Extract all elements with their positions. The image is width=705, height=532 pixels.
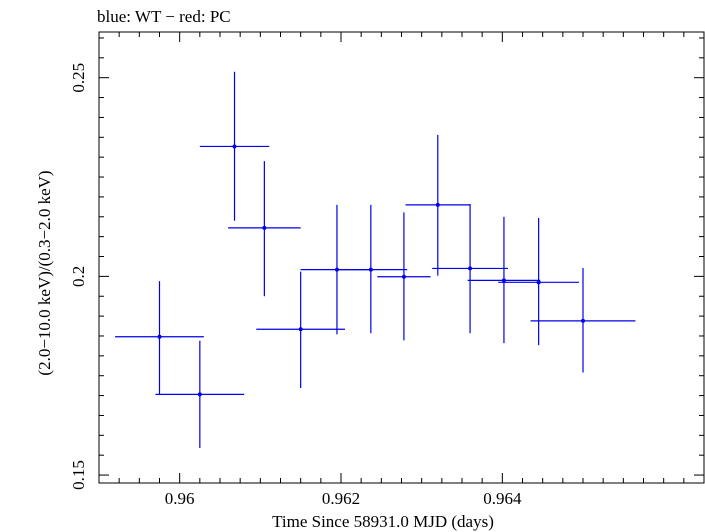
data-marker bbox=[401, 274, 406, 279]
data-marker bbox=[298, 327, 303, 332]
data-point bbox=[334, 204, 408, 334]
data-point bbox=[467, 216, 541, 344]
data-marker bbox=[197, 392, 202, 397]
x-tick-label: 0.96 bbox=[165, 489, 195, 508]
plot-frame bbox=[98, 31, 705, 484]
data-marker bbox=[501, 278, 506, 283]
data-point bbox=[432, 204, 508, 334]
x-tick-label: 0.964 bbox=[483, 489, 522, 508]
data-point bbox=[405, 134, 471, 276]
x-axis-label: Time Since 58931.0 MJD (days) bbox=[272, 512, 494, 531]
data-marker bbox=[232, 144, 237, 149]
y-tick-label: 0.2 bbox=[69, 266, 88, 287]
data-point bbox=[377, 212, 431, 341]
data-point bbox=[530, 268, 636, 373]
y-tick-label: 0.25 bbox=[69, 63, 88, 93]
data-marker bbox=[157, 334, 162, 339]
chart-title: blue: WT − red: PC bbox=[97, 7, 231, 26]
y-axis-ticks: 0.15 0.2 0.25 bbox=[69, 37, 704, 490]
data-point bbox=[199, 71, 270, 221]
data-point bbox=[498, 217, 579, 346]
data-marker bbox=[468, 266, 473, 271]
x-tick-label: 0.962 bbox=[322, 489, 360, 508]
data-point bbox=[155, 340, 245, 449]
data-point bbox=[256, 271, 346, 389]
data-marker bbox=[435, 202, 440, 207]
x-axis-ticks: 0.96 0.962 0.964 bbox=[98, 32, 705, 508]
data-marker bbox=[262, 225, 267, 230]
data-marker bbox=[368, 267, 373, 272]
y-axis-label: (2.0−10.0 keV)/(0.3−2.0 keV) bbox=[35, 170, 54, 375]
data-marker bbox=[581, 318, 585, 323]
data-point bbox=[228, 161, 301, 297]
data-point bbox=[115, 281, 204, 395]
y-tick-label: 0.15 bbox=[69, 460, 88, 490]
data-points bbox=[115, 71, 636, 449]
data-marker bbox=[536, 280, 541, 285]
